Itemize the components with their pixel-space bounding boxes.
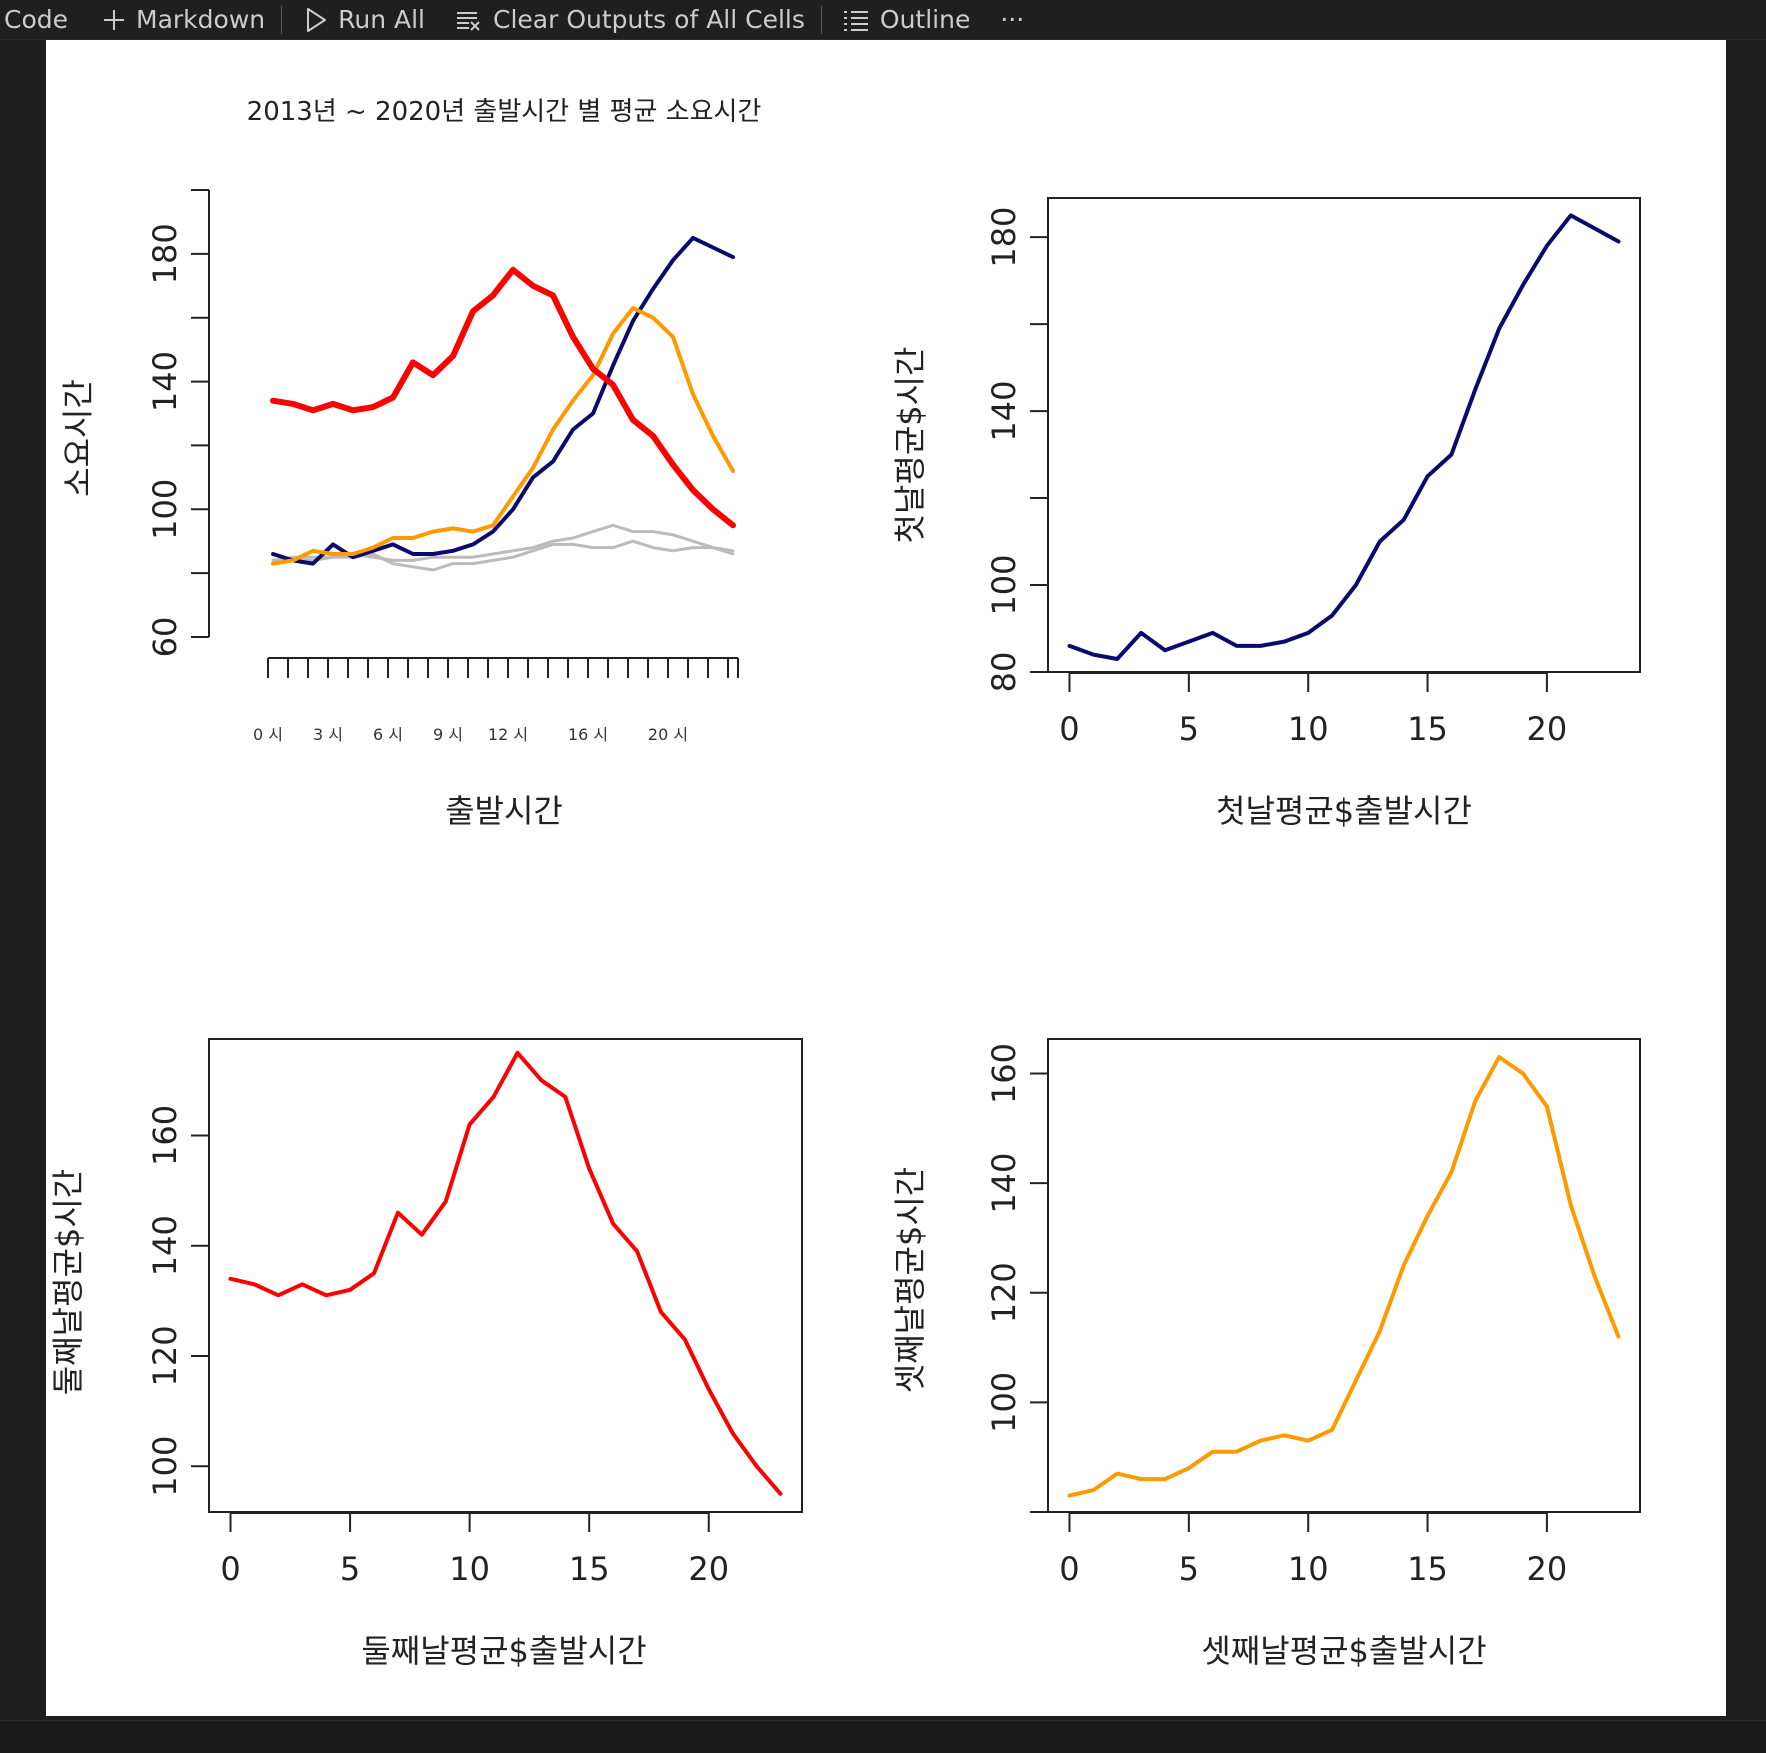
chart3-x-axis-label: 둘째날평균$출발시간 bbox=[361, 1632, 646, 1670]
chart1-x-tick-label: 0 시 bbox=[253, 725, 283, 744]
chart3-y-tick-label: 140 bbox=[146, 1215, 184, 1276]
cell-output-area: 2013년 ~ 2020년 출발시간 별 평균 소요시간 출발시간 소요시간 6… bbox=[46, 40, 1726, 1716]
chart1-x-tick-label: 9 시 bbox=[433, 725, 463, 744]
chart4-plot-frame bbox=[1047, 1038, 1641, 1513]
clear-outputs-button[interactable]: Clear Outputs of All Cells bbox=[441, 5, 821, 34]
chart2-x-tick-label: 10 bbox=[1288, 710, 1329, 748]
toolbar-separator bbox=[281, 5, 283, 34]
ellipsis-icon: ··· bbox=[1000, 5, 1025, 34]
add-markdown-cell-button[interactable]: Markdown bbox=[84, 5, 281, 34]
first-day-line-chart: 첫날평균$출발시간 첫날평균$시간 80 100 140 180 0 5 10 15 20 bbox=[891, 197, 1641, 830]
chart2-y-tick-label: 140 bbox=[985, 381, 1023, 442]
chart2-x-tick-label: 15 bbox=[1407, 710, 1448, 748]
chart1-x-tick-label: 20 시 bbox=[648, 725, 688, 744]
chart1-y-tick-label: 100 bbox=[146, 479, 184, 540]
chart1-x-tick-label: 12 시 bbox=[488, 725, 528, 744]
third-day-line-chart: 셋째날평균$출발시간 셋째날평균$시간 100 120 140 160 0 5 10 15 20 bbox=[891, 1038, 1641, 1670]
chart2-y-tick-label: 180 bbox=[985, 207, 1023, 268]
chart2-x-tick-label: 5 bbox=[1179, 710, 1199, 748]
chart2-y-tick-label: 80 bbox=[985, 652, 1023, 693]
chart1-y-tick-label: 140 bbox=[146, 351, 184, 412]
more-actions-button[interactable]: ··· bbox=[986, 5, 1040, 34]
chart4-x-tick-label: 10 bbox=[1288, 1550, 1329, 1588]
chart4-x-tick-label: 15 bbox=[1407, 1550, 1448, 1588]
chart3-plot-frame bbox=[208, 1038, 803, 1513]
chart1-x-tick-label: 16 시 bbox=[568, 725, 608, 744]
chart3-y-tick-label: 120 bbox=[146, 1325, 184, 1386]
chart3-series-line bbox=[228, 1050, 783, 1496]
chart3-x-tick-label: 5 bbox=[340, 1550, 360, 1588]
chart1-y-tick-label: 180 bbox=[146, 223, 184, 284]
chart1-x-tick-label: 6 시 bbox=[373, 725, 403, 744]
chart3-y-tick-label: 160 bbox=[146, 1105, 184, 1166]
notebook-toolbar: Code Markdown Run All Clear Outputs of A… bbox=[0, 0, 1766, 40]
chart4-y-tick-label: 160 bbox=[985, 1043, 1023, 1104]
outline-list-icon bbox=[842, 8, 870, 32]
clear-outputs-label: Clear Outputs of All Cells bbox=[493, 5, 805, 34]
chart4-x-tick-label: 0 bbox=[1059, 1550, 1079, 1588]
chart4-y-tick-label: 100 bbox=[985, 1372, 1023, 1433]
chart4-y-tick-label: 140 bbox=[985, 1153, 1023, 1214]
scrollbar-track[interactable] bbox=[1736, 40, 1766, 1720]
chart1-x-tick-label: 3 시 bbox=[313, 725, 343, 744]
chart4-x-axis-label: 셋째날평균$출발시간 bbox=[1201, 1632, 1486, 1670]
chart2-x-axis-label: 첫날평균$출발시간 bbox=[1216, 792, 1472, 830]
outline-button[interactable]: Outline bbox=[822, 5, 986, 34]
chart4-x-tick-label: 5 bbox=[1179, 1550, 1199, 1588]
chart2-series-line bbox=[1067, 213, 1621, 661]
chart1-y-tick-label: 60 bbox=[146, 617, 184, 658]
run-all-label: Run All bbox=[338, 5, 426, 34]
chart2-x-tick-label: 0 bbox=[1059, 710, 1079, 748]
chart1-series-line bbox=[271, 306, 735, 566]
clear-outputs-icon bbox=[455, 8, 483, 32]
chart4-x-tick-label: 20 bbox=[1527, 1550, 1568, 1588]
chart1-y-axis-label: 소요시간 bbox=[59, 379, 97, 497]
chart3-y-axis-label: 둘째날평균$시간 bbox=[49, 1169, 87, 1395]
chart3-y-tick-label: 100 bbox=[146, 1436, 184, 1497]
chart1-series-line bbox=[270, 266, 736, 529]
chart3-x-tick-label: 20 bbox=[688, 1550, 729, 1588]
chart2-y-axis-label: 첫날평균$시간 bbox=[891, 347, 929, 544]
chart1-x-axis-label: 출발시간 bbox=[445, 792, 563, 830]
combined-line-chart: 2013년 ~ 2020년 출발시간 별 평균 소요시간 출발시간 소요시간 6… bbox=[59, 97, 761, 830]
chart4-series-line bbox=[1067, 1055, 1621, 1498]
chart3-x-tick-label: 0 bbox=[220, 1550, 240, 1588]
chart2-x-tick-label: 20 bbox=[1527, 710, 1568, 748]
chart4-y-tick-label: 120 bbox=[985, 1262, 1023, 1323]
add-code-cell-button[interactable]: Code bbox=[4, 5, 84, 34]
markdown-button-label: Markdown bbox=[136, 5, 266, 34]
chart2-y-tick-label: 100 bbox=[985, 554, 1023, 615]
run-all-button[interactable]: Run All bbox=[282, 5, 441, 34]
toolbar-separator bbox=[820, 5, 822, 34]
chart4-y-axis-label: 셋째날평균$시간 bbox=[891, 1167, 929, 1393]
code-button-label: Code bbox=[4, 5, 69, 34]
play-icon bbox=[304, 7, 328, 33]
cell-footer bbox=[0, 1720, 1766, 1753]
chart1-title: 2013년 ~ 2020년 출발시간 별 평균 소요시간 bbox=[247, 97, 762, 127]
plot-canvas: 2013년 ~ 2020년 출발시간 별 평균 소요시간 출발시간 소요시간 6… bbox=[49, 97, 1641, 1670]
second-day-line-chart: 둘째날평균$출발시간 둘째날평균$시간 100 120 140 160 0 5 10 15 20 bbox=[49, 1038, 803, 1670]
plus-icon bbox=[102, 8, 126, 32]
chart3-x-tick-label: 15 bbox=[569, 1550, 610, 1588]
chart3-x-tick-label: 10 bbox=[449, 1550, 490, 1588]
outline-label: Outline bbox=[879, 5, 971, 34]
